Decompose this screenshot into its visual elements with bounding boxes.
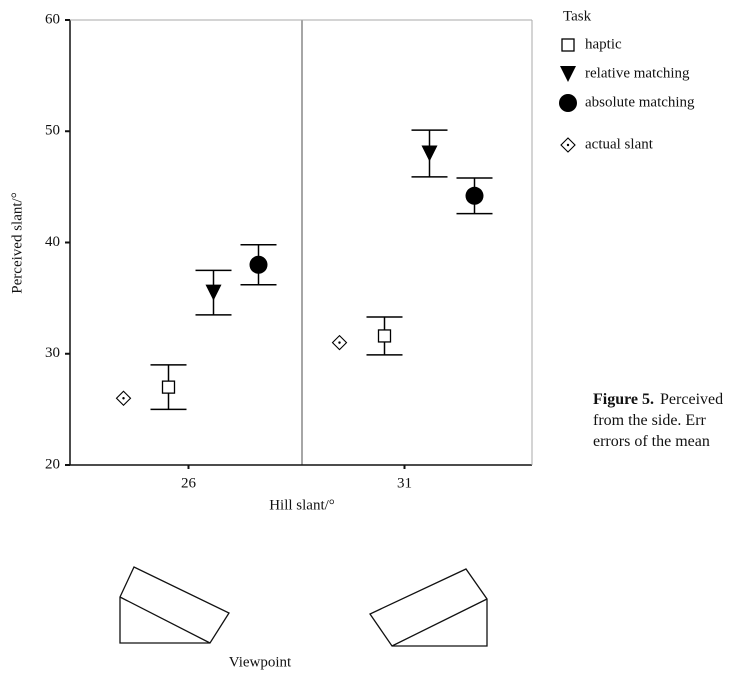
- viewpoint-icons: [120, 567, 487, 646]
- legend-label: absolute matching: [585, 94, 695, 110]
- diamond-dot: [122, 397, 124, 399]
- y-tick-label: 30: [45, 345, 60, 361]
- point: [560, 66, 576, 82]
- x-axis-label: Hill slant/°: [269, 497, 335, 513]
- point: [466, 187, 484, 205]
- chart: Perceived slant/° Hill slant/° Viewpoint…: [0, 0, 753, 675]
- legend-label: actual slant: [585, 136, 654, 152]
- y-tick-label: 60: [45, 11, 60, 27]
- legend-label: relative matching: [585, 65, 690, 81]
- point: [333, 336, 347, 350]
- legend-title: Task: [563, 8, 592, 24]
- point: [561, 138, 575, 152]
- caption-label: Figure 5.: [593, 391, 654, 408]
- point: [250, 256, 268, 274]
- y-tick-label: 50: [45, 123, 60, 139]
- point: [559, 94, 577, 112]
- diamond-dot: [567, 144, 569, 146]
- y-tick-label: 20: [45, 456, 60, 472]
- caption-line: from the side. Err: [593, 412, 707, 429]
- legend-label: haptic: [585, 36, 622, 52]
- x-tick-label: 31: [397, 475, 412, 491]
- point: [562, 39, 574, 51]
- point: [117, 391, 131, 405]
- point: [379, 330, 391, 342]
- point: [206, 285, 222, 301]
- y-tick-label: 40: [45, 234, 60, 250]
- diamond-dot: [338, 341, 340, 343]
- point: [163, 381, 175, 393]
- caption-line: Perceived: [660, 391, 723, 408]
- caption-line: errors of the mean: [593, 433, 710, 450]
- x-tick-label: 26: [181, 475, 197, 491]
- y-axis-label: Perceived slant/°: [9, 192, 25, 293]
- caption: Figure 5. Perceived from the side. Err erro…: [593, 391, 723, 450]
- footer-label: Viewpoint: [229, 654, 292, 670]
- point: [422, 146, 438, 162]
